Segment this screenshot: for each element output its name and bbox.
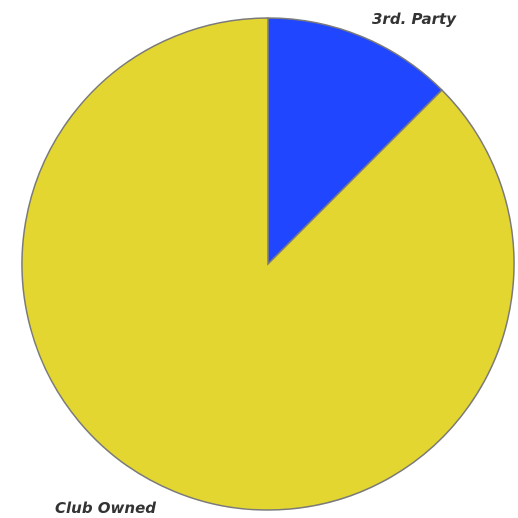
slice-label-3rd-party: 3rd. Party (372, 10, 457, 28)
slice-label-club-owned: Club Owned (55, 499, 156, 517)
pie-slice-club-owned (21, 17, 515, 511)
pie-slices (21, 17, 515, 511)
pie-slice-3rd-party (267, 17, 444, 266)
